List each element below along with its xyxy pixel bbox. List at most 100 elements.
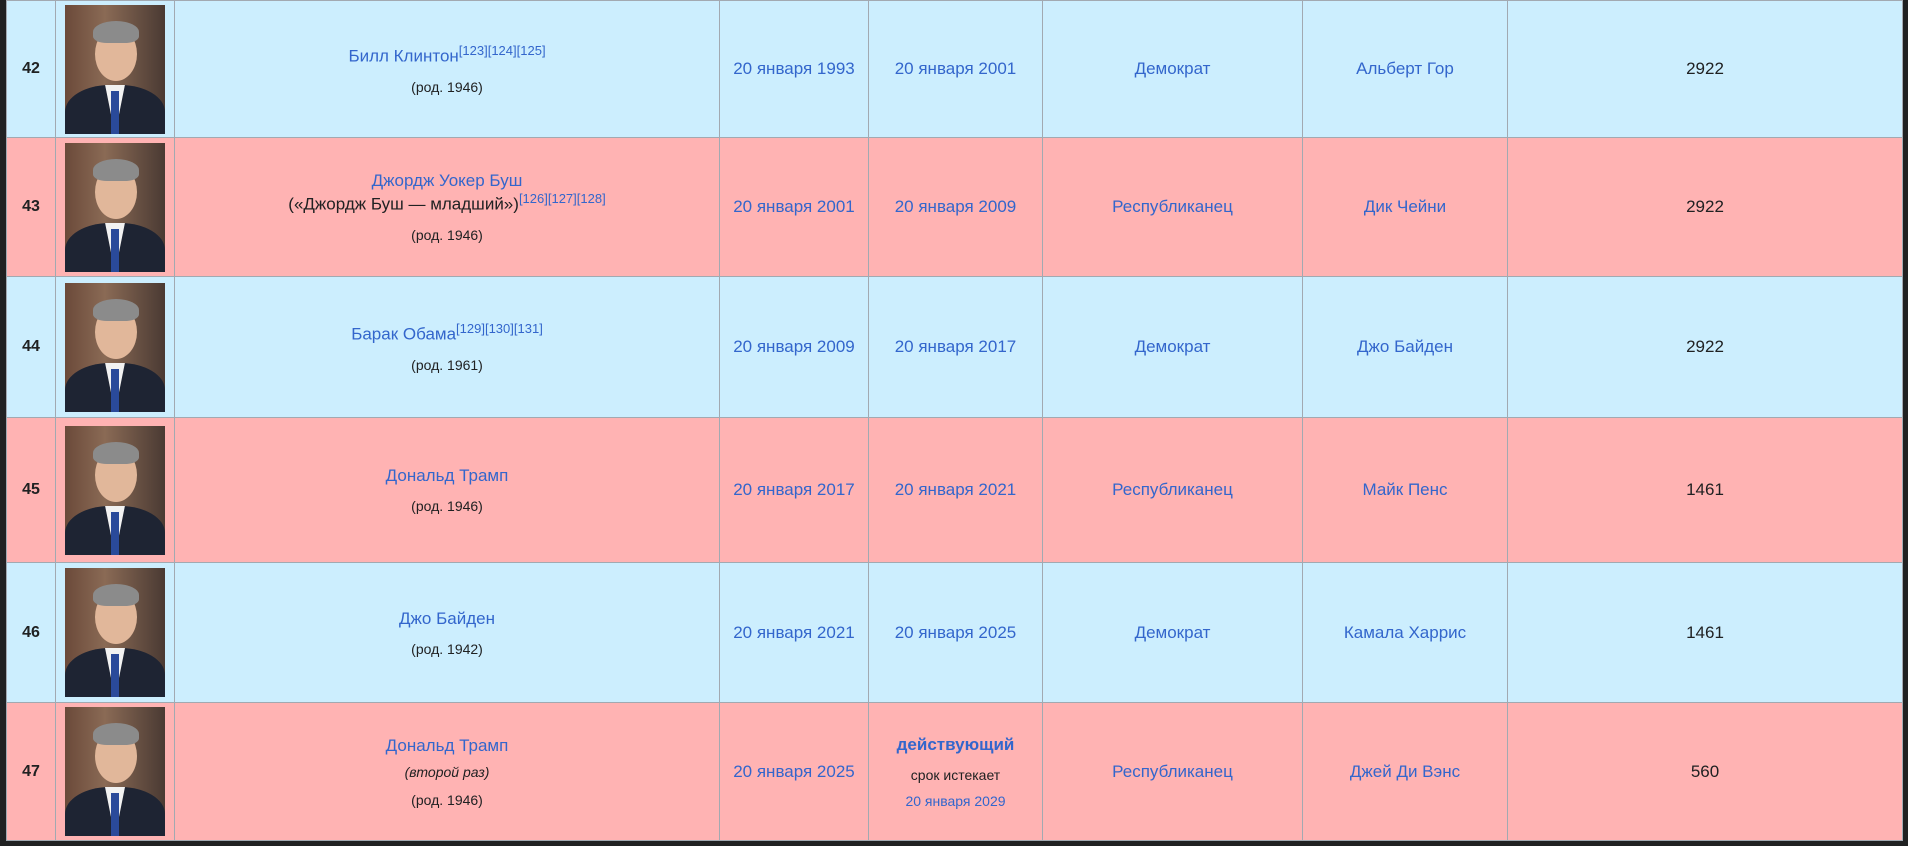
photo-cell <box>55 276 175 418</box>
photo <box>65 142 165 272</box>
party[interactable]: Республиканец <box>1112 197 1233 216</box>
reference: [127] <box>547 191 577 207</box>
president-name[interactable]: Барак Обама <box>351 324 457 344</box>
reference: [126] <box>518 191 548 207</box>
photo-hair <box>93 20 139 43</box>
president-name[interactable]: Джо Байден <box>399 608 495 628</box>
party[interactable]: Республиканец <box>1112 761 1233 781</box>
photo <box>65 568 165 697</box>
row: 42 Билл Клинтон[123][124][125] (род. 1946)… <box>6 0 1903 138</box>
start-date[interactable]: 20 января 2021 <box>733 622 855 642</box>
vice-president[interactable]: Камала Харрис <box>1343 622 1467 642</box>
name-line: Билл Клинтон[123][124][125] <box>179 43 715 67</box>
days-cell: 1461 <box>1507 417 1903 563</box>
status-line: действующий <box>873 735 1038 755</box>
vp-cell: Альберт Гор <box>1302 0 1508 138</box>
photo-tie <box>111 654 119 697</box>
start-date[interactable]: 20 января 1993 <box>733 59 855 78</box>
president-name[interactable]: Билл Клинтон <box>348 46 459 66</box>
party-cell: Демократ <box>1042 562 1303 703</box>
vice-president[interactable]: Дик Чейни <box>1363 197 1447 216</box>
start-cell: 20 января 2021 <box>719 562 869 703</box>
vice-president[interactable]: Майк Пенс <box>1362 480 1448 499</box>
row: 44 Барак Обама[129][130][131] (род. 1961) 2… <box>6 276 1903 418</box>
end-cell: действующий срок истекает 20 января 2029 <box>868 702 1043 841</box>
party[interactable]: Демократ <box>1134 337 1211 356</box>
start-cell: 20 января 1993 <box>719 0 869 138</box>
number-cell: 46 <box>6 562 56 703</box>
start-cell: 20 января 2009 <box>719 276 869 418</box>
photo-cell <box>55 702 175 841</box>
end-date[interactable]: 20 января 2001 <box>894 59 1017 78</box>
end-cell: 20 января 2009 <box>868 137 1043 277</box>
party[interactable]: Республиканец <box>1112 480 1233 499</box>
vice-president[interactable]: Джей Ди Вэнс <box>1349 761 1461 781</box>
vice-president[interactable]: Альберт Гор <box>1356 59 1454 78</box>
birth: (род. 1946) <box>411 226 483 243</box>
name-cell: Джо Байден (род. 1942) <box>174 562 720 703</box>
row: 47 Дональд Трамп (второй раз) (род. 1946) 20… <box>6 702 1903 841</box>
party[interactable]: Демократ <box>1134 59 1211 78</box>
reference: [130] <box>484 321 514 337</box>
name-line: Дональд Трамп <box>179 466 715 486</box>
photo <box>65 4 165 134</box>
photo-tie <box>111 90 119 134</box>
end-note: срок истекает <box>910 766 1001 783</box>
end-cell: 20 января 2021 <box>868 417 1043 563</box>
vp-cell: Дик Чейни <box>1302 137 1508 277</box>
birth: (род. 1961) <box>411 356 483 373</box>
birth: (род. 1942) <box>411 640 483 657</box>
party-cell: Республиканец <box>1042 137 1303 277</box>
end-date[interactable]: 20 января 2029 <box>905 792 1006 809</box>
party-cell: Республиканец <box>1042 417 1303 563</box>
photo-cell <box>55 562 175 703</box>
vice-president[interactable]: Джо Байден <box>1357 337 1453 356</box>
vp-cell: Джей Ди Вэнс <box>1302 702 1508 841</box>
number-cell: 44 <box>6 276 56 418</box>
photo <box>65 282 165 412</box>
photo-tie <box>111 793 119 836</box>
party[interactable]: Демократ <box>1134 622 1211 642</box>
start-date[interactable]: 20 января 2017 <box>733 480 855 499</box>
name-line: Джордж Уокер Буш («Джордж Буш — младший»)… <box>179 171 715 215</box>
photo-hair <box>93 441 139 464</box>
start-date[interactable]: 20 января 2001 <box>733 197 855 216</box>
end-date[interactable]: 20 января 2021 <box>894 480 1017 499</box>
reference: [124] <box>487 43 517 59</box>
end-date[interactable]: 20 января 2025 <box>894 622 1017 642</box>
name-line: Дональд Трамп <box>179 736 715 756</box>
president-name[interactable]: Джордж Уокер Буш <box>371 171 523 191</box>
name-cell: Джордж Уокер Буш («Джордж Буш — младший»)… <box>174 137 720 277</box>
reference: [128] <box>576 191 606 207</box>
vp-cell: Камала Харрис <box>1302 562 1508 703</box>
row: 43 Джордж Уокер Буш («Джордж Буш — младший… <box>6 137 1903 277</box>
days-cell: 2922 <box>1507 137 1903 277</box>
table-body: 42 Билл Клинтон[123][124][125] (род. 1946)… <box>6 0 1903 841</box>
reference: [125] <box>516 43 546 59</box>
days-cell: 2922 <box>1507 276 1903 418</box>
name-cell: Билл Клинтон[123][124][125] (род. 1946) <box>174 0 720 138</box>
days-cell: 1461 <box>1507 562 1903 703</box>
reference: [131] <box>513 321 543 337</box>
start-cell: 20 января 2025 <box>719 702 869 841</box>
end-line: 20 января 2029 <box>873 793 1038 809</box>
end-cell: 20 января 2025 <box>868 562 1043 703</box>
photo-hair <box>93 723 139 745</box>
photo-cell <box>55 417 175 563</box>
start-date[interactable]: 20 января 2009 <box>733 337 855 356</box>
birth: (род. 1946) <box>411 78 483 95</box>
photo-tie <box>111 368 119 412</box>
status[interactable]: действующий <box>896 734 1015 754</box>
start-cell: 20 января 2001 <box>719 137 869 277</box>
end-cell: 20 января 2001 <box>868 0 1043 138</box>
president-name[interactable]: Дональд Трамп <box>385 466 509 485</box>
start-date[interactable]: 20 января 2025 <box>733 761 855 781</box>
photo-tie <box>111 228 119 272</box>
end-date[interactable]: 20 января 2017 <box>894 337 1017 356</box>
row: 45 Дональд Трамп (род. 1946) 20 января 2017… <box>6 417 1903 563</box>
name-line: Джо Байден <box>179 609 715 629</box>
president-name[interactable]: Дональд Трамп <box>385 735 509 755</box>
photo-tie <box>111 511 119 555</box>
end-date[interactable]: 20 января 2009 <box>894 197 1017 216</box>
birth: (род. 1946) <box>411 498 483 514</box>
